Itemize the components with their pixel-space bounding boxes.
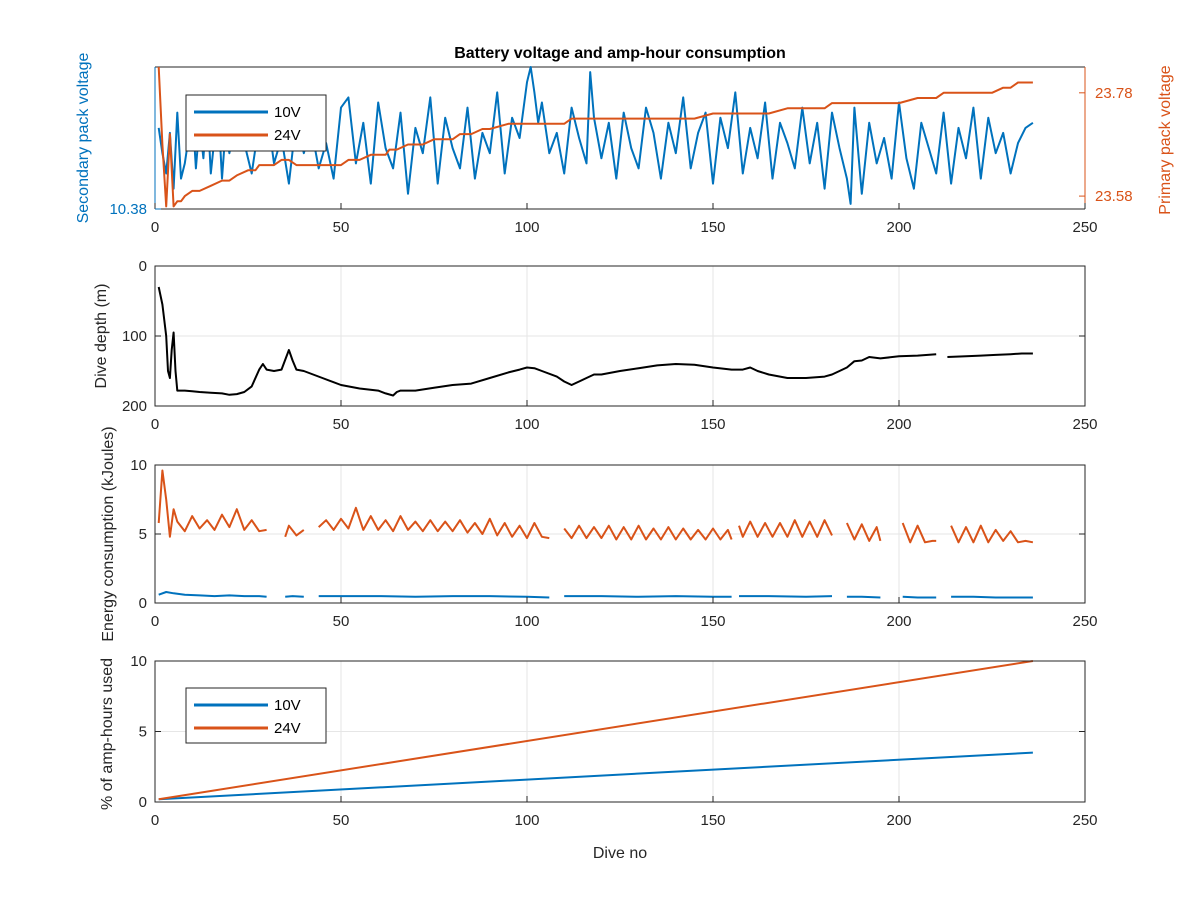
x-tick-label: 200 — [886, 219, 911, 236]
y-tick-label-left: 10.38 — [109, 201, 147, 218]
y-ticks: 0 5 10 — [130, 653, 1085, 811]
energy-10v-line-segment-1 — [158, 591, 267, 598]
depth-series — [157, 286, 1033, 397]
x-ticks: 0 50 100 150 200 250 — [151, 400, 1098, 433]
energy-24v-line-segment-2 — [284, 524, 305, 538]
x-axis-label: Dive no — [593, 845, 647, 862]
y-tick-label-right: 23.78 — [1095, 85, 1133, 102]
energy-24v-line-segment-3 — [318, 506, 550, 540]
energy-24v-line-segment-6 — [845, 522, 882, 542]
legend-label-24v: 24V — [274, 127, 301, 144]
panel-depth: 0 50 100 150 200 250 0 100 200 Dive depth (m) — [93, 258, 1098, 433]
amp-hour-series — [158, 660, 1034, 801]
y-tick-label: 5 — [139, 526, 147, 543]
x-tick-label: 150 — [700, 416, 725, 433]
x-tick-label: 0 — [151, 812, 159, 829]
depth-line-segment-1 — [157, 286, 937, 397]
panel-voltage: 0 50 100 150 200 250 10.38 23.58 23.78 Battery … — [75, 45, 1174, 236]
x-tick-label: 100 — [514, 416, 539, 433]
chart-title: Battery voltage and amp-hour consumption — [454, 45, 786, 62]
energy-24v-line-segment-4 — [563, 524, 733, 541]
energy-10v-line-segment-6 — [846, 595, 881, 599]
x-tick-label: 50 — [333, 219, 350, 236]
x-tick-label: 100 — [514, 219, 539, 236]
legend-label-24v: 24V — [274, 720, 301, 737]
energy-24v-line-segment-7 — [901, 522, 937, 544]
y-tick-label: 0 — [139, 595, 147, 612]
legend: 10V 24V — [185, 94, 327, 152]
amp-hours-24v-line — [158, 660, 1034, 801]
y-ticks: 10.38 23.58 23.78 — [109, 85, 1132, 218]
legend-label-10v: 10V — [274, 104, 301, 121]
y-tick-label: 10 — [130, 653, 147, 670]
energy-24v-line-segment-1 — [157, 469, 267, 538]
legend: 10V 24V — [185, 687, 327, 744]
x-tick-label: 0 — [151, 613, 159, 630]
x-tick-label: 200 — [886, 416, 911, 433]
series-10v-line — [157, 66, 1034, 205]
x-tick-label: 100 — [514, 613, 539, 630]
x-ticks: 0 50 100 150 200 250 — [151, 203, 1098, 236]
energy-10v-line-segment-7 — [902, 595, 937, 599]
x-tick-label: 50 — [333, 613, 350, 630]
x-tick-label: 200 — [886, 613, 911, 630]
energy-10v-line-segment-2 — [285, 595, 304, 598]
y-axis-label-right: Primary pack voltage — [1157, 65, 1174, 214]
x-tick-label: 250 — [1072, 416, 1097, 433]
y-ticks: 0 100 200 — [122, 258, 1085, 415]
x-tick-label: 150 — [700, 613, 725, 630]
y-axis-label: Energy consumption (kJoules) — [100, 426, 117, 641]
y-tick-label: 200 — [122, 398, 147, 415]
x-tick-label: 50 — [333, 812, 350, 829]
y-axis-label: Dive depth (m) — [93, 284, 110, 389]
energy-10v-line-segment-8 — [951, 595, 1033, 599]
y-tick-label: 5 — [139, 724, 147, 741]
y-ticks: 0 5 10 — [130, 457, 1085, 612]
x-tick-label: 250 — [1072, 613, 1097, 630]
voltage-series — [157, 66, 1034, 208]
x-tick-label: 250 — [1072, 812, 1097, 829]
energy-10v-line-segment-3 — [318, 595, 550, 599]
x-tick-label: 0 — [151, 416, 159, 433]
y-tick-label: 10 — [130, 457, 147, 474]
energy-10v-line-segment-5 — [739, 595, 833, 598]
x-ticks: 0 50 100 150 200 250 — [151, 796, 1098, 829]
energy-24v-line-segment-5 — [738, 519, 833, 538]
x-tick-label: 150 — [700, 812, 725, 829]
depth-line-segment-2 — [947, 352, 1033, 358]
x-tick-label: 250 — [1072, 219, 1097, 236]
y-tick-label: 0 — [139, 794, 147, 811]
y-tick-label: 0 — [139, 258, 147, 275]
legend-box — [185, 687, 327, 744]
series-24v-line — [157, 66, 1033, 208]
panel-energy: 0 50 100 150 200 250 0 5 10 Energy consumption … — [100, 426, 1098, 641]
x-tick-label: 50 — [333, 416, 350, 433]
x-tick-label: 200 — [886, 812, 911, 829]
legend-label-10v: 10V — [274, 697, 301, 714]
x-tick-label: 100 — [514, 812, 539, 829]
y-axis-label: % of amp-hours used — [99, 658, 116, 810]
energy-series — [157, 469, 1034, 599]
x-tick-label: 150 — [700, 219, 725, 236]
y-tick-label-right: 23.58 — [1095, 188, 1133, 205]
legend-box — [185, 94, 327, 152]
x-tick-label: 0 — [151, 219, 159, 236]
panel-amp-hours: 0 50 100 150 200 250 0 5 10 % of amp-hours used… — [99, 653, 1098, 862]
y-tick-label: 100 — [122, 328, 147, 345]
energy-24v-line-segment-8 — [950, 524, 1034, 544]
energy-10v-line-segment-4 — [564, 595, 732, 598]
y-axis-label-left: Secondary pack voltage — [75, 53, 92, 224]
x-ticks: 0 50 100 150 200 250 — [151, 597, 1098, 630]
amp-hours-10v-line — [158, 751, 1033, 801]
